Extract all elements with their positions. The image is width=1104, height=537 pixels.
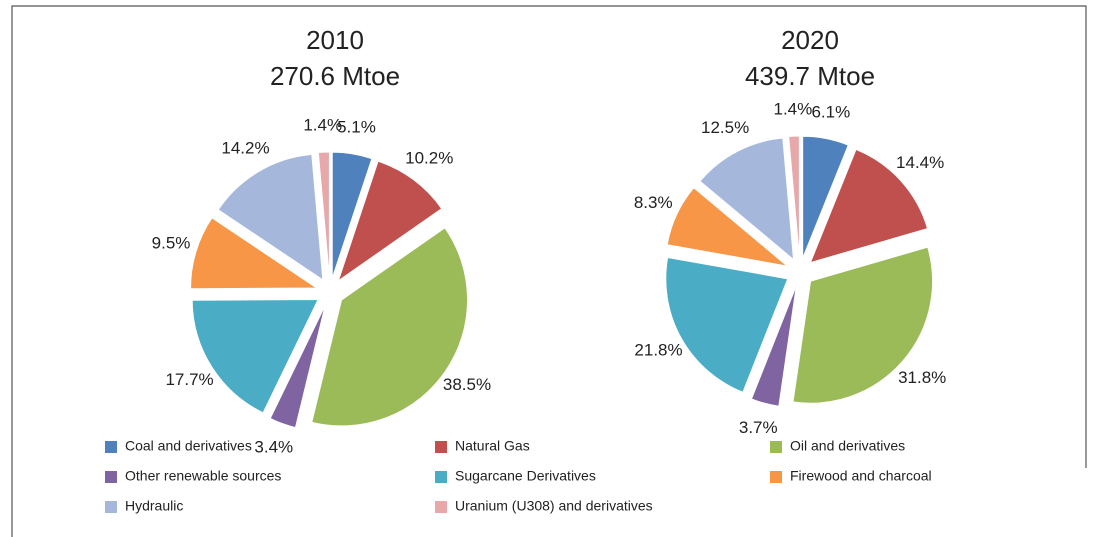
data-label: 12.5% [701, 118, 749, 137]
pie-slice [331, 151, 373, 279]
data-label: 17.7% [165, 370, 213, 389]
data-label: 14.2% [221, 139, 269, 158]
chart-title: 2020 [781, 25, 839, 55]
data-label: 38.5% [443, 375, 491, 394]
legend-label: Firewood and charcoal [790, 468, 932, 484]
legend-swatch [105, 441, 117, 453]
legend-swatch [105, 471, 117, 483]
pie-slice [217, 153, 324, 281]
legend-label: Uranium (U308) and derivatives [455, 498, 653, 514]
pie-slice [311, 227, 469, 427]
pie-slice [750, 285, 797, 407]
data-label: 3.7% [739, 418, 778, 437]
data-label: 8.3% [634, 193, 673, 212]
legend-label: Sugarcane Derivatives [455, 468, 596, 484]
legend-label: Other renewable sources [125, 468, 281, 484]
pie-slice [666, 187, 790, 267]
pie-slice [802, 135, 849, 259]
pie-slice [269, 304, 326, 429]
legend-swatch [770, 441, 782, 453]
legend-swatch [435, 471, 447, 483]
pie-slice [317, 151, 330, 279]
data-label: 9.5% [152, 234, 191, 253]
data-label: 6.1% [811, 102, 850, 121]
pie-slice [337, 160, 443, 283]
chart-title: 2010 [306, 25, 364, 55]
chart-subtitle: 270.6 Mtoe [270, 61, 400, 91]
pie-slice [699, 137, 795, 261]
pie-slice [788, 135, 800, 259]
pie-slice [191, 298, 319, 414]
chart-subtitle: 439.7 Mtoe [745, 61, 875, 91]
legend-swatch [105, 501, 117, 513]
data-label: 31.8% [898, 368, 946, 387]
data-label: 1.4% [303, 116, 342, 135]
legend-label: Oil and derivatives [790, 438, 905, 454]
legend-label: Coal and derivatives [125, 438, 252, 454]
frame [11, 5, 1087, 537]
pie-slice [190, 217, 319, 290]
legend-label: Natural Gas [455, 438, 530, 454]
data-label: 3.4% [254, 438, 293, 457]
data-label: 10.2% [405, 148, 453, 167]
pie-slice [665, 256, 789, 393]
data-label: 5.1% [337, 118, 376, 137]
pie-slice [809, 148, 929, 264]
legend-swatch [770, 471, 782, 483]
data-label: 1.4% [774, 100, 813, 119]
legend-label: Hydraulic [125, 498, 183, 514]
data-label: 14.4% [896, 153, 944, 172]
pie-slice [792, 246, 934, 404]
data-label: 21.8% [634, 340, 682, 359]
legend-swatch [435, 501, 447, 513]
legend-swatch [435, 441, 447, 453]
